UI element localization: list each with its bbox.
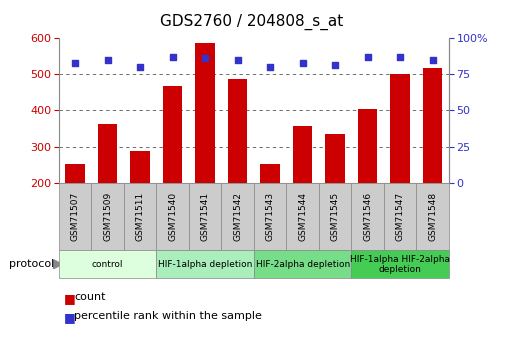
Bar xyxy=(293,126,312,183)
Bar xyxy=(66,164,85,183)
Bar xyxy=(423,68,442,183)
Point xyxy=(331,63,339,68)
Bar xyxy=(261,164,280,183)
Text: GSM71509: GSM71509 xyxy=(103,192,112,241)
Point xyxy=(169,54,177,60)
Point xyxy=(266,64,274,70)
Point xyxy=(136,64,144,70)
Text: GSM71545: GSM71545 xyxy=(331,192,340,241)
Text: GSM71511: GSM71511 xyxy=(136,192,145,241)
Text: GDS2760 / 204808_s_at: GDS2760 / 204808_s_at xyxy=(160,14,343,30)
Text: HIF-1alpha HIF-2alpha
depletion: HIF-1alpha HIF-2alpha depletion xyxy=(350,255,450,274)
Text: GSM71547: GSM71547 xyxy=(396,192,405,241)
Bar xyxy=(195,43,215,183)
Text: GSM71548: GSM71548 xyxy=(428,192,437,241)
Point xyxy=(396,54,404,60)
Bar xyxy=(98,124,117,183)
Bar xyxy=(358,109,378,183)
Bar xyxy=(228,79,247,183)
Point xyxy=(71,60,80,65)
Text: GSM71543: GSM71543 xyxy=(266,192,274,241)
Bar xyxy=(130,151,150,183)
Point xyxy=(104,57,112,62)
Point xyxy=(233,57,242,62)
Text: GSM71546: GSM71546 xyxy=(363,192,372,241)
Text: GSM71541: GSM71541 xyxy=(201,192,210,241)
Bar xyxy=(163,86,183,183)
Text: percentile rank within the sample: percentile rank within the sample xyxy=(74,311,262,321)
Text: GSM71544: GSM71544 xyxy=(298,192,307,241)
Text: GSM71540: GSM71540 xyxy=(168,192,177,241)
Bar xyxy=(390,74,410,183)
Point xyxy=(201,56,209,61)
Text: ■: ■ xyxy=(64,292,76,305)
Text: HIF-1alpha depletion: HIF-1alpha depletion xyxy=(158,260,252,269)
Text: control: control xyxy=(92,260,124,269)
Point xyxy=(299,60,307,65)
Text: GSM71542: GSM71542 xyxy=(233,192,242,241)
Text: ■: ■ xyxy=(64,311,76,324)
Point xyxy=(364,54,372,60)
Bar xyxy=(325,134,345,183)
Text: GSM71507: GSM71507 xyxy=(71,192,80,241)
Point xyxy=(428,57,437,62)
Text: HIF-2alpha depletion: HIF-2alpha depletion xyxy=(255,260,350,269)
Text: protocol: protocol xyxy=(9,259,54,269)
Text: count: count xyxy=(74,292,106,302)
